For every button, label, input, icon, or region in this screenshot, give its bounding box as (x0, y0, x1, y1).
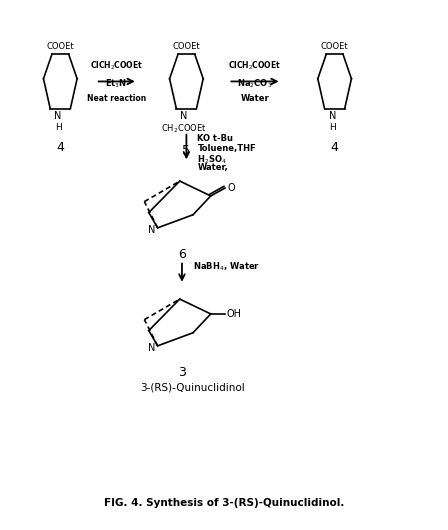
Text: KO t-Bu: KO t-Bu (198, 134, 233, 143)
Text: 4: 4 (56, 142, 64, 154)
Text: N: N (148, 225, 155, 235)
Text: H: H (55, 122, 61, 131)
Text: OH: OH (227, 309, 241, 319)
Text: Toluene,THF: Toluene,THF (198, 144, 256, 153)
Text: COOEt: COOEt (172, 42, 200, 51)
Text: Na$_2$CO$_3$: Na$_2$CO$_3$ (237, 77, 273, 90)
Text: 3: 3 (178, 366, 186, 378)
Text: COOEt: COOEt (321, 42, 349, 51)
Text: ClCH$_2$COOEt: ClCH$_2$COOEt (90, 59, 143, 72)
Text: Water: Water (241, 94, 269, 103)
Text: 6: 6 (178, 248, 186, 261)
Text: N: N (54, 111, 62, 121)
Text: N: N (148, 343, 155, 353)
Text: 4: 4 (331, 142, 339, 154)
Text: 3-(RS)-Quinuclidinol: 3-(RS)-Quinuclidinol (141, 382, 246, 392)
Text: H$_2$SO$_4$: H$_2$SO$_4$ (198, 153, 227, 165)
Text: CH$_2$COOEt: CH$_2$COOEt (161, 122, 207, 135)
Text: Water,: Water, (198, 163, 228, 172)
Text: H: H (329, 122, 336, 131)
Text: N: N (329, 111, 336, 121)
Text: FIG. 4. Synthesis of 3-(RS)-Quinuclidinol.: FIG. 4. Synthesis of 3-(RS)-Quinuclidino… (104, 498, 344, 508)
Text: Et$_3$N: Et$_3$N (105, 77, 128, 90)
Text: ClCH$_2$COOEt: ClCH$_2$COOEt (228, 59, 281, 72)
Text: NaBH$_4$, Water: NaBH$_4$, Water (193, 261, 260, 273)
Text: COOEt: COOEt (47, 42, 74, 51)
Text: N: N (181, 111, 188, 121)
Text: O: O (227, 183, 235, 193)
Text: 5: 5 (182, 144, 190, 157)
Text: Neat reaction: Neat reaction (87, 94, 146, 103)
